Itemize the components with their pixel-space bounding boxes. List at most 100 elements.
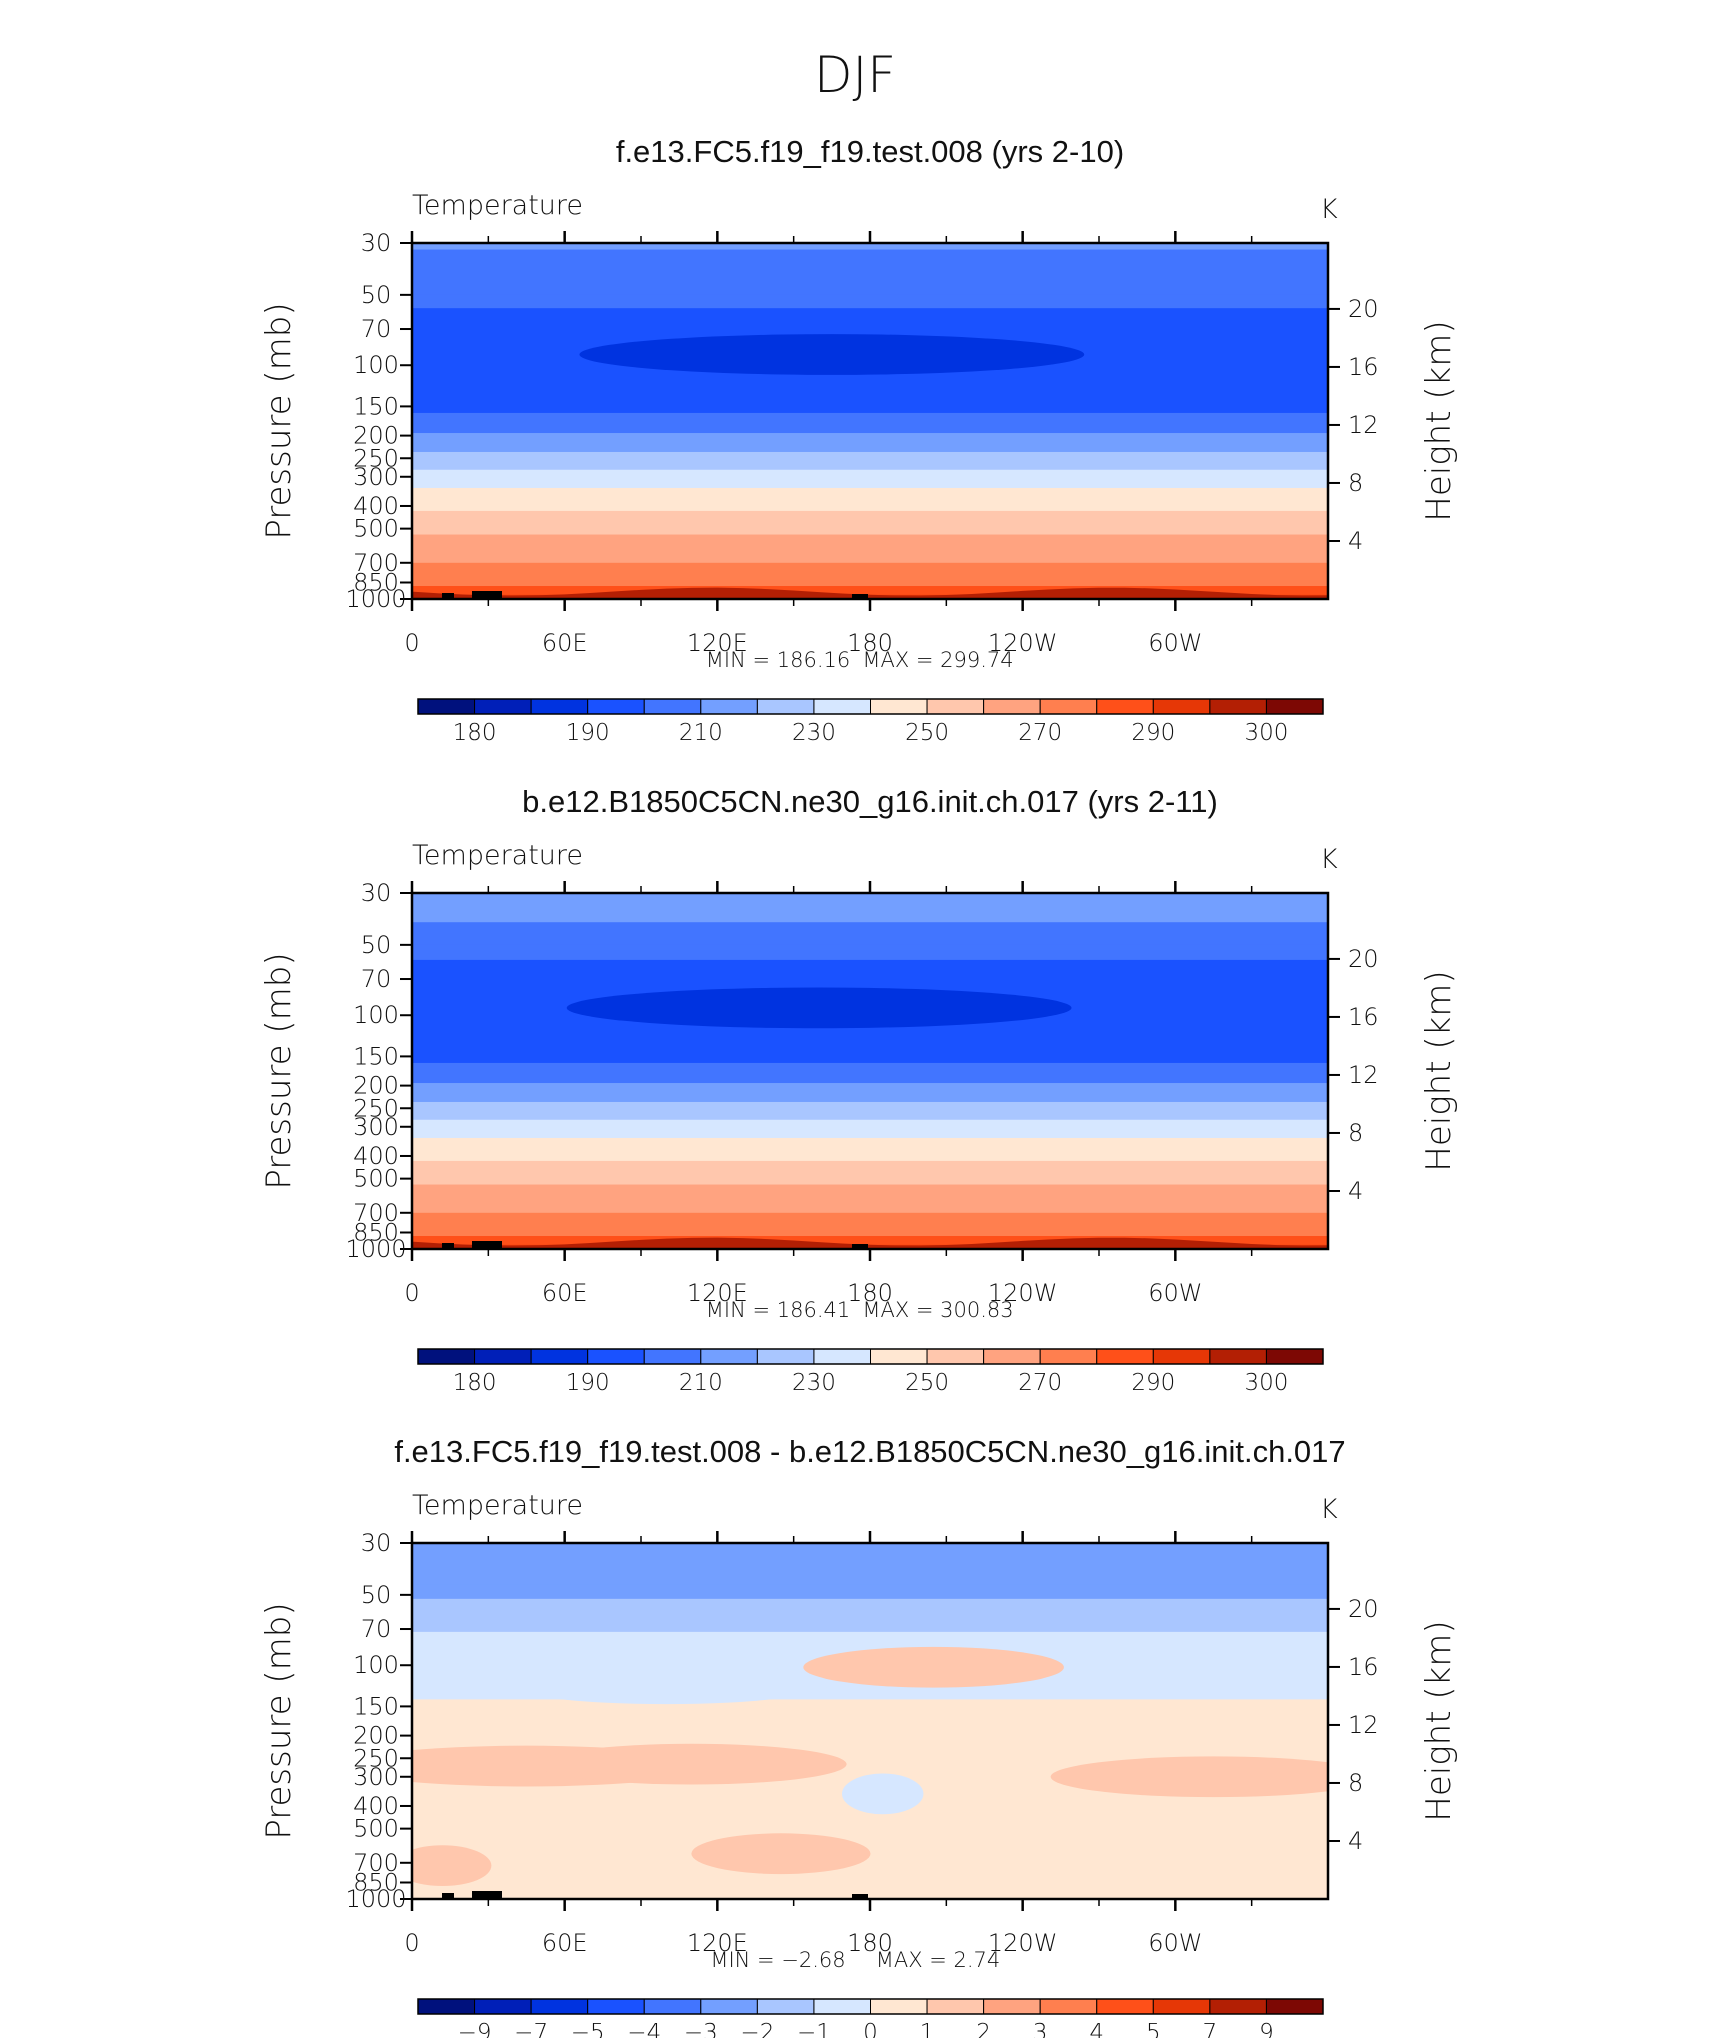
- colorbar-box: [756, 1998, 815, 2015]
- y-tick-label: 200: [353, 422, 399, 450]
- contour-band: [412, 944, 1328, 961]
- colorbar-box: [700, 1348, 758, 1365]
- colorbar-label: 290: [1131, 1370, 1175, 1396]
- colorbar-label: −7: [514, 2020, 548, 2038]
- y-tick-label: 1000: [345, 1885, 406, 1913]
- colorbar-label: 190: [566, 720, 610, 746]
- y-tick-label: 150: [353, 392, 399, 420]
- contour-band: [412, 1236, 1328, 1246]
- colorbar-label: 3: [1033, 2020, 1048, 2038]
- colorbar-box: [530, 1348, 589, 1365]
- y-tick-label: 700: [353, 549, 399, 577]
- y-right-tick-label: 8: [1348, 1769, 1363, 1797]
- units-label: K: [1320, 844, 1338, 875]
- x-tick-label: 180: [847, 1279, 893, 1307]
- colorbar-box: [1209, 1998, 1267, 2015]
- colorbar-box: [474, 1348, 532, 1365]
- x-tick-label: 120W: [988, 1279, 1058, 1307]
- y-tick-label: 250: [353, 1094, 399, 1122]
- colorbar-label: −9: [458, 2020, 492, 2038]
- y-tick-label: 700: [353, 1199, 399, 1227]
- contour-blob: [412, 1845, 492, 1887]
- y-right-tick-label: 20: [1348, 295, 1379, 323]
- colorbar-box: [756, 1348, 815, 1365]
- colorbar-label: −2: [740, 2020, 774, 2038]
- colorbar-box: [813, 698, 871, 715]
- x-tick-label: 120W: [988, 1929, 1058, 1957]
- x-tick-label: 180: [847, 1929, 893, 1957]
- colorbar-box: [587, 698, 645, 715]
- colorbar-label: 210: [679, 1370, 723, 1396]
- y-tick-label: 30: [361, 1529, 392, 1557]
- y-tick-label: 100: [353, 1001, 399, 1029]
- y-axis-title-right: Height (km): [1419, 970, 1459, 1171]
- chart-panel-1: f.e13.FC5.f19_f19.test.008 (yrs 2-10) Tem…: [259, 134, 1459, 746]
- y-tick-label: 70: [361, 965, 392, 993]
- colorbar-label: −5: [571, 2020, 605, 2038]
- colorbar-box: [870, 1348, 928, 1365]
- colorbar: 180 190 210 230 250 270 290 300: [417, 1348, 1324, 1396]
- topography: [852, 594, 868, 599]
- y-tick-label: 50: [361, 281, 392, 309]
- y-tick-label: 200: [353, 1072, 399, 1100]
- chart-panel-3: f.e13.FC5.f19_f19.test.008 - b.e12.B1850…: [259, 1434, 1459, 2038]
- colorbar-label: 230: [792, 720, 836, 746]
- topography: [442, 593, 454, 599]
- x-tick-label: 120E: [687, 629, 748, 657]
- y-tick-label: 250: [353, 1744, 399, 1772]
- colorbar-label: 190: [566, 1370, 610, 1396]
- colorbar-box: [926, 698, 985, 715]
- colorbar-box: [417, 1348, 476, 1365]
- y-tick-label: 70: [361, 1615, 392, 1643]
- colorbar-label: 300: [1244, 1370, 1288, 1396]
- y-right-tick-label: 12: [1348, 411, 1379, 439]
- y-tick-label: 300: [353, 463, 399, 491]
- contour-band: [412, 1083, 1328, 1103]
- contour-band: [412, 294, 1328, 309]
- x-tick-label: 60E: [542, 629, 588, 657]
- contour-band: [412, 412, 1328, 434]
- colorbar-box: [700, 698, 758, 715]
- min-label: MIN = 186.16: [706, 648, 850, 672]
- colorbar: −9 −7 −5 −4 −3 −2 −1 0 1 2 3 4 5 7 9: [417, 1998, 1324, 2038]
- x-tick-label: 120W: [988, 629, 1058, 657]
- colorbar: 180 190 210 230 250 270 290 300: [417, 698, 1324, 746]
- contour-blob: [691, 1833, 871, 1875]
- colorbar-label: 1: [920, 2020, 935, 2038]
- y-tick-label: 30: [361, 879, 392, 907]
- max-label: MAX = 2.74: [876, 1948, 1001, 1972]
- colorbar-label: 7: [1203, 2020, 1218, 2038]
- min-label: MIN = 186.41: [706, 1298, 850, 1322]
- x-tick-label: 60W: [1148, 1929, 1202, 1957]
- topography: [852, 1894, 868, 1899]
- contour-band: [412, 1598, 1328, 1618]
- contour-band: [412, 433, 1328, 453]
- y-tick-label: 50: [361, 1581, 392, 1609]
- colorbar-label: 180: [453, 1370, 497, 1396]
- contour-blob: [803, 1646, 1064, 1688]
- colorbar-box: [587, 1348, 645, 1365]
- contour-blob: [842, 1773, 924, 1815]
- contour-blob: [503, 1663, 830, 1705]
- contour-field: [412, 243, 1328, 599]
- y-tick-label: 50: [361, 931, 392, 959]
- y-right-tick-label: 8: [1348, 1119, 1363, 1147]
- colorbar-box: [1039, 1348, 1098, 1365]
- colorbar-label: 210: [679, 720, 723, 746]
- colorbar-box: [870, 698, 928, 715]
- colorbar-box: [1152, 698, 1211, 715]
- colorbar-box: [587, 1998, 645, 2015]
- max-label: MAX = 300.83: [862, 1298, 1013, 1322]
- panel-title: f.e13.FC5.f19_f19.test.008 (yrs 2-10): [616, 134, 1124, 169]
- contour-blob: [537, 1743, 847, 1785]
- y-tick-label: 300: [353, 1763, 399, 1791]
- y-axis-title: Pressure (mb): [259, 1602, 299, 1839]
- contour-band: [412, 487, 1328, 512]
- y-right-tick-label: 16: [1348, 353, 1379, 381]
- x-tick-label: 180: [847, 629, 893, 657]
- units-label: K: [1320, 1494, 1338, 1525]
- y-tick-label: 1000: [345, 1235, 406, 1263]
- y-tick-label: 500: [353, 1165, 399, 1193]
- contour-field: [412, 1543, 1328, 1899]
